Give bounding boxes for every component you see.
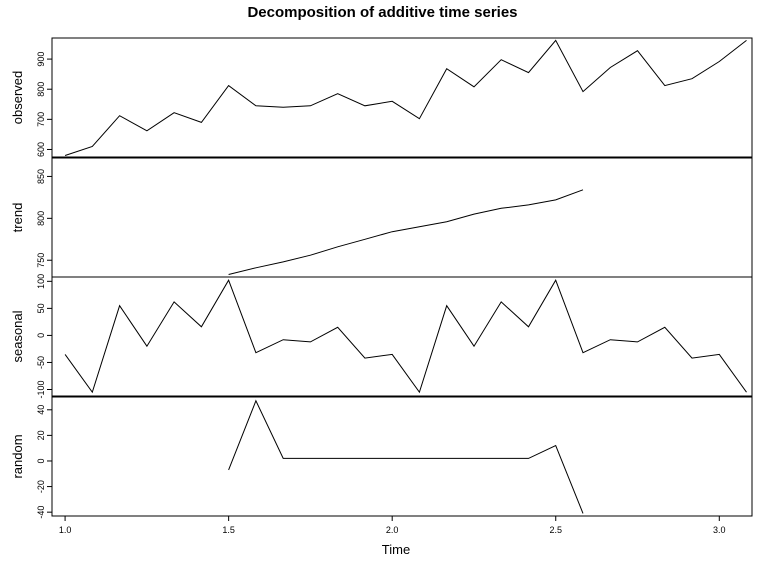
random-y-tick-label: 40: [36, 405, 46, 415]
seasonal-panel-frame: [51, 276, 753, 397]
random-y-tick-label: -20: [36, 480, 46, 493]
observed-series-line: [64, 39, 747, 156]
seasonal-y-tick-label: -100: [36, 381, 46, 399]
seasonal-series-line: [64, 279, 747, 394]
observed-y-tick-label: 800: [36, 82, 46, 97]
random-y-tick-label: 0: [36, 458, 46, 463]
random-series-line: [228, 399, 584, 514]
seasonal-y-tick-label: 100: [36, 274, 46, 289]
trend-series-line: [228, 189, 584, 275]
x-tick-label: 2.0: [386, 525, 399, 535]
observed-y-tick-label: 700: [36, 112, 46, 127]
seasonal-y-tick-label: 50: [36, 303, 46, 313]
seasonal-axis-label: seasonal: [10, 310, 25, 362]
x-tick-label: 1.0: [59, 525, 72, 535]
random-y-tick-label: 20: [36, 430, 46, 440]
x-tick-label: 1.5: [222, 525, 235, 535]
random-y-tick-label: -40: [36, 506, 46, 519]
trend-y-tick-label: 850: [36, 169, 46, 184]
observed-y-tick-label: 900: [36, 52, 46, 67]
x-tick-label: 2.5: [549, 525, 562, 535]
observed-y-tick-label: 600: [36, 142, 46, 157]
chart-title: Decomposition of additive time series: [247, 4, 518, 21]
trend-panel-frame: [51, 157, 753, 278]
trend-y-tick-label: 800: [36, 211, 46, 226]
x-tick-label: 3.0: [713, 525, 726, 535]
random-panel-frame: [51, 396, 753, 517]
seasonal-y-tick-label: 0: [36, 333, 46, 338]
trend-axis-label: trend: [10, 203, 25, 233]
observed-axis-label: observed: [10, 71, 25, 124]
observed-panel-frame: [51, 37, 753, 158]
trend-y-tick-label: 750: [36, 253, 46, 268]
seasonal-y-tick-label: -50: [36, 356, 46, 369]
random-axis-label: random: [10, 434, 25, 478]
x-axis-label: Time: [382, 542, 410, 557]
